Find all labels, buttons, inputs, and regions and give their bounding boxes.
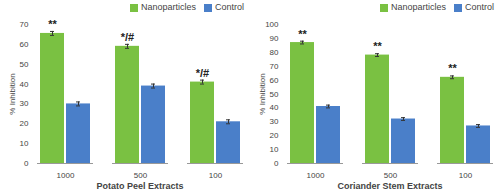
svg-text:*/#: */# — [196, 67, 209, 79]
html-text:Nanoparticles: Nanoparticles — [141, 2, 196, 12]
html-text:Nanoparticles: Nanoparticles — [391, 2, 446, 12]
svg-text:% Inhibition: % Inhibition — [8, 73, 17, 114]
svg-text:1000: 1000 — [307, 171, 325, 179]
svg-text:70: 70 — [270, 62, 279, 71]
svg-text:90: 90 — [270, 34, 279, 43]
svg-text:60: 60 — [270, 76, 279, 85]
svg-text:50: 50 — [20, 60, 29, 69]
svg-text:**: ** — [373, 40, 382, 52]
html-text:Control: Control — [215, 2, 244, 12]
svg-text:70: 70 — [20, 20, 29, 29]
html-text:Control: Control — [465, 2, 494, 12]
svg-text:20: 20 — [20, 119, 29, 128]
svg-text:40: 40 — [270, 103, 279, 112]
svg-text:10: 10 — [20, 139, 29, 148]
svg-text:100: 100 — [265, 20, 279, 29]
svg-text:1000: 1000 — [57, 171, 75, 179]
svg-text:**: ** — [448, 62, 457, 74]
svg-text:80: 80 — [270, 48, 279, 57]
svg-text:30: 30 — [20, 99, 29, 108]
svg-text:30: 30 — [270, 117, 279, 126]
svg-text:*/#: */# — [121, 31, 134, 43]
svg-text:0: 0 — [274, 159, 279, 168]
svg-text:500: 500 — [384, 171, 398, 179]
svg-text:**: ** — [298, 28, 307, 40]
svg-text:50: 50 — [270, 90, 279, 99]
svg-text:20: 20 — [270, 131, 279, 140]
svg-text:0: 0 — [24, 159, 29, 168]
svg-text:**: ** — [48, 18, 57, 30]
svg-text:% Inhibition: % Inhibition — [258, 73, 267, 114]
svg-text:60: 60 — [20, 40, 29, 49]
html-text:Coriander Stem Extracts: Coriander Stem Extracts — [337, 181, 443, 191]
svg-text:500: 500 — [134, 171, 148, 179]
html-text:Potato Peel Extracts: Potato Peel Extracts — [96, 181, 184, 191]
svg-text:40: 40 — [20, 80, 29, 89]
svg-text:10: 10 — [270, 145, 279, 154]
svg-text:100: 100 — [459, 171, 473, 179]
svg-text:100: 100 — [209, 171, 223, 179]
